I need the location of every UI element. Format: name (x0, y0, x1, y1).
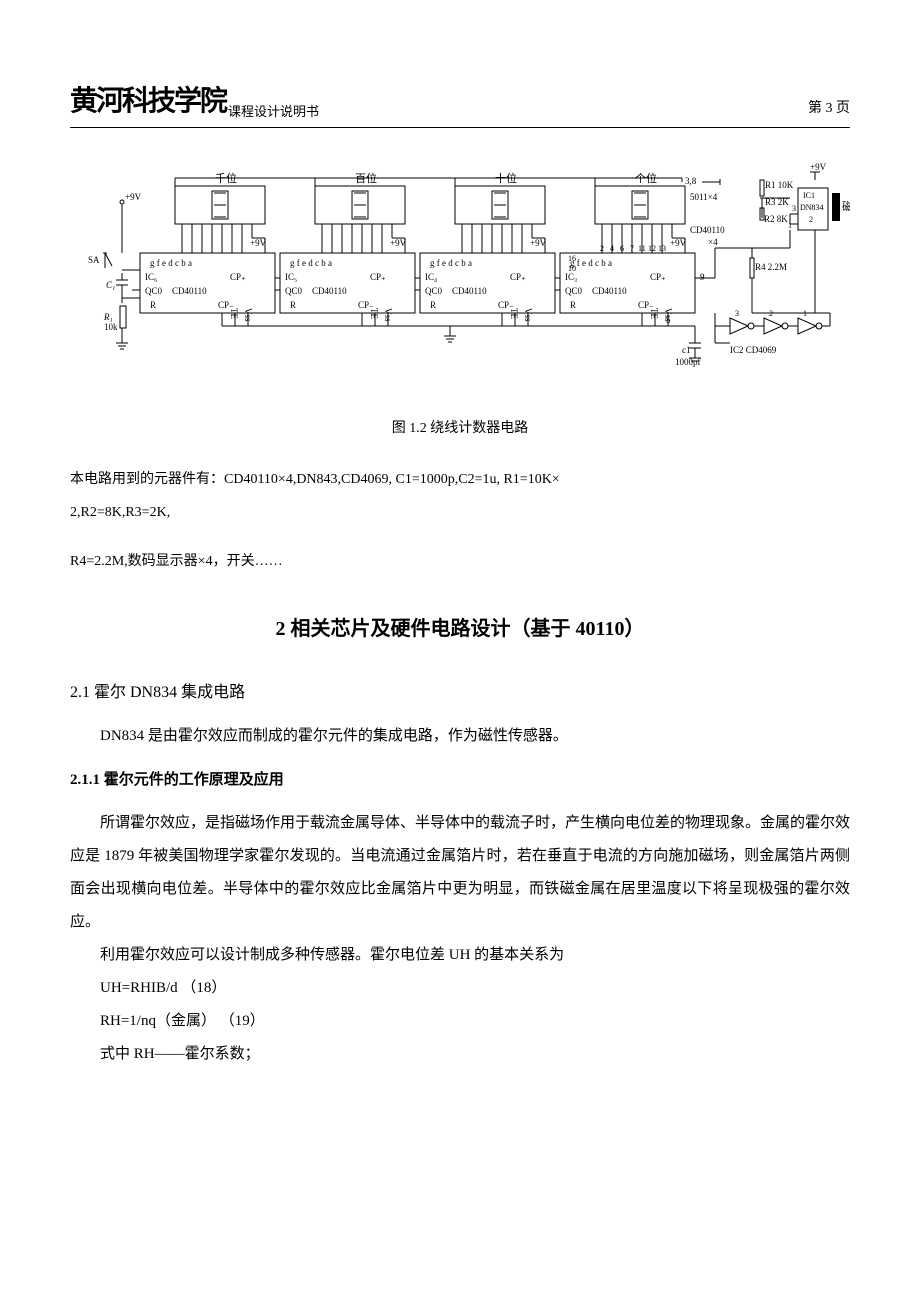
cp-plus-4: CP₊ (650, 272, 666, 282)
page-number: 第 3 页 (808, 98, 850, 124)
te-4: TE (649, 308, 659, 319)
pins-38: 3,8 (685, 176, 697, 186)
circuit-svg: +9V R1 10K 3,8 5011×4 IC1 DN834 2 3 1 磁铁… (70, 158, 850, 398)
section-2-title: 2 相关芯片及硬件电路设计（基于 40110） (70, 613, 850, 645)
digit-block-1: 千位 +9V g f e d c b a IC₆ CP₊ QC0 CD40110… (140, 171, 275, 326)
chip-4: CD40110 (592, 286, 627, 296)
pin10: 10 (568, 264, 576, 273)
qc0-2: QC0 (285, 286, 303, 296)
ic-label-4: IC₃ (565, 272, 577, 282)
te-2: TE (369, 308, 379, 319)
qc0-3: QC0 (425, 286, 443, 296)
svg-text:6: 6 (620, 244, 624, 253)
formula-3: 式中 RH——霍尔系数； (70, 1038, 850, 1071)
c1-label: C₁ (106, 280, 115, 290)
ic-label-2: IC₅ (285, 272, 297, 282)
r-4: R (570, 300, 576, 310)
svg-text:13: 13 (658, 244, 666, 253)
formula-1: UH=RHIB/d （18） (70, 972, 850, 1005)
svg-text:4: 4 (610, 244, 614, 253)
components-line-3: R4=2.2M,数码显示器×4，开关…… (70, 547, 850, 578)
pin5: 5 (666, 315, 671, 325)
dn834-label: DN834 (800, 203, 824, 212)
pin16: 16 (568, 254, 576, 263)
te-3: TE (509, 308, 519, 319)
digit-block-4: 个位 +9V 2 4 6 7 11 12 13 g f e d c b a IC… (560, 171, 705, 326)
seg-pins-2: g f e d c b a (290, 258, 332, 268)
page-header: 黄河科技学院 课程设计说明书 第 3 页 (70, 80, 850, 128)
inv-3: 3 (735, 309, 739, 318)
power-1: +9V (250, 238, 267, 248)
r1-left-label: R₁ (103, 312, 113, 322)
power-4: +9V (670, 238, 687, 248)
te-1: TE (229, 308, 239, 319)
svg-text:12: 12 (648, 244, 656, 253)
r4-label: R4 2.2M (755, 262, 787, 272)
para-hall-2: 利用霍尔效应可以设计制成多种传感器。霍尔电位差 UH 的基本关系为 (70, 939, 850, 972)
r-3: R (430, 300, 436, 310)
doc-type-label: 课程设计说明书 (228, 102, 319, 125)
r2-label: R2 8K (764, 214, 788, 224)
magnet-label: 磁铁 (842, 200, 850, 213)
circuit-diagram: +9V R1 10K 3,8 5011×4 IC1 DN834 2 3 1 磁铁… (70, 158, 850, 398)
ic-label-3: IC₄ (425, 272, 437, 282)
ic2-label: IC2 CD4069 (730, 345, 777, 355)
header-left: 黄河科技学院 课程设计说明书 (70, 80, 319, 125)
cp-plus-3: CP₊ (510, 272, 526, 282)
qc0-1: QC0 (145, 286, 163, 296)
power-2: +9V (390, 238, 407, 248)
svg-text:3: 3 (792, 204, 796, 213)
para-hall-1: 所谓霍尔效应，是指磁场作用于载流金属导体、半导体中的载流子时，产生横向电位差的物… (70, 807, 850, 939)
components-line-1: 本电路用到的元器件有：CD40110×4,DN843,CD4069, C1=10… (70, 465, 850, 496)
c1-bottom-label: c1 (682, 345, 691, 355)
pin9: 9 (700, 272, 705, 282)
components-line-2: 2,R2=8K,R3=2K, (70, 498, 850, 529)
dn834-pin2: 2 (809, 215, 813, 224)
digit-block-2: 百位 +9V g f e d c b a IC₅ CP₊ QC0 CD40110… (280, 171, 415, 326)
chip-3: CD40110 (452, 286, 487, 296)
cp-plus-1: CP₊ (230, 272, 246, 282)
qc0-4: QC0 (565, 286, 583, 296)
power-3: +9V (530, 238, 547, 248)
section-2-1-text: DN834 是由霍尔效应而制成的霍尔元件的集成电路，作为磁性传感器。 (70, 720, 850, 753)
seg-pins-4: g f e d c b a (570, 258, 612, 268)
chip-2: CD40110 (312, 286, 347, 296)
power-top-right: +9V (810, 162, 827, 172)
university-name: 黄河科技学院 (70, 80, 226, 125)
section-2-1-1-title: 2.1.1 霍尔元件的工作原理及应用 (70, 768, 850, 792)
formula-2: RH=1/nq（金属） （19） (70, 1005, 850, 1038)
sa-label: SA (88, 255, 100, 265)
r1-top-label: R1 10K (765, 180, 794, 190)
power-left: +9V (125, 192, 142, 202)
x4-label: ×4 (708, 237, 718, 247)
diagram-caption: 图 1.2 绕线计数器电路 (70, 418, 850, 440)
r-1: R (150, 300, 156, 310)
svg-text:7: 7 (630, 244, 634, 253)
seg-pins-1: g f e d c b a (150, 258, 192, 268)
r-2: R (290, 300, 296, 310)
cd40110-label: CD40110 (690, 225, 725, 235)
cp-plus-2: CP₊ (370, 272, 386, 282)
svg-text:2: 2 (600, 244, 604, 253)
inverter-chain: 3 2 1 (715, 309, 830, 343)
ic1-label: IC1 (803, 191, 815, 200)
ic-count-label: 5011×4 (690, 192, 718, 202)
svg-text:11: 11 (638, 244, 646, 253)
ic-label-1: IC₆ (145, 272, 157, 282)
digit-block-3: 十位 +9V g f e d c b a IC₄ CP₊ QC0 CD40110… (420, 171, 555, 326)
section-2-1-title: 2.1 霍尔 DN834 集成电路 (70, 680, 850, 706)
chip-1: CD40110 (172, 286, 207, 296)
magnet-icon (832, 193, 840, 221)
r1-val-label: 10k (104, 322, 118, 332)
seg-pins-3: g f e d c b a (430, 258, 472, 268)
